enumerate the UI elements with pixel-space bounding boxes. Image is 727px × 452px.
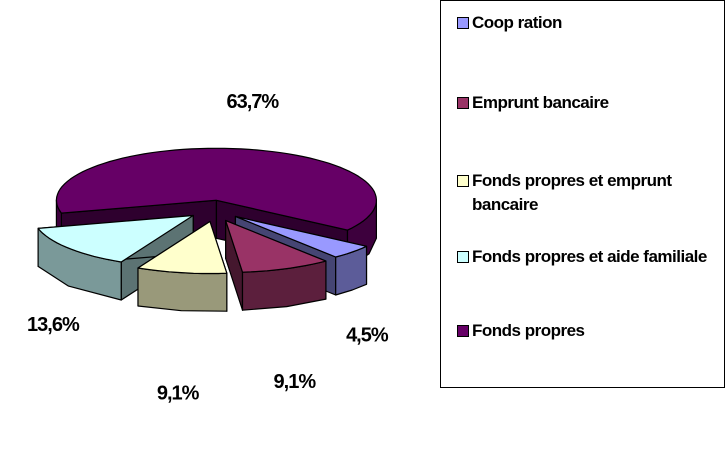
data-label: 13,6% (27, 314, 80, 336)
legend-swatch (457, 97, 469, 109)
legend-item: Fonds propres et emprunt bancaire (457, 169, 717, 217)
legend-label: Coop ration (472, 13, 562, 32)
chart: 4,5% 9,1% 9,1% 13,6% 63,7% (27, 91, 390, 405)
slice (37, 214, 194, 263)
slice-side (137, 267, 228, 312)
slice (225, 219, 327, 273)
legend-swatch (457, 17, 469, 29)
legend-label: Fonds propres (472, 321, 585, 340)
legend-swatch (457, 325, 469, 337)
legend-label: Emprunt bancaire (472, 93, 609, 112)
slice (225, 219, 327, 311)
data-label: 9,1% (274, 371, 317, 393)
slice (137, 220, 228, 275)
data-label: 4,5% (346, 325, 389, 347)
legend-item: Fonds propres et aide familiale (457, 245, 717, 269)
slice (137, 220, 228, 312)
legend-item: Emprunt bancaire (457, 91, 717, 115)
slice (55, 147, 377, 231)
legend-item: Fonds propres (457, 319, 717, 343)
legend: Coop ration Emprunt bancaire Fonds propres… (440, 0, 725, 388)
legend-item: Coop ration (457, 11, 717, 35)
data-label: 63,7% (226, 91, 279, 113)
legend-swatch (457, 175, 469, 187)
slice (234, 215, 368, 258)
legend-label: Fonds propres et aide familiale (472, 247, 707, 266)
legend-label: Fonds propres et emprunt bancaire (472, 171, 672, 214)
data-label: 9,1% (157, 383, 200, 405)
legend-swatch (457, 251, 469, 263)
